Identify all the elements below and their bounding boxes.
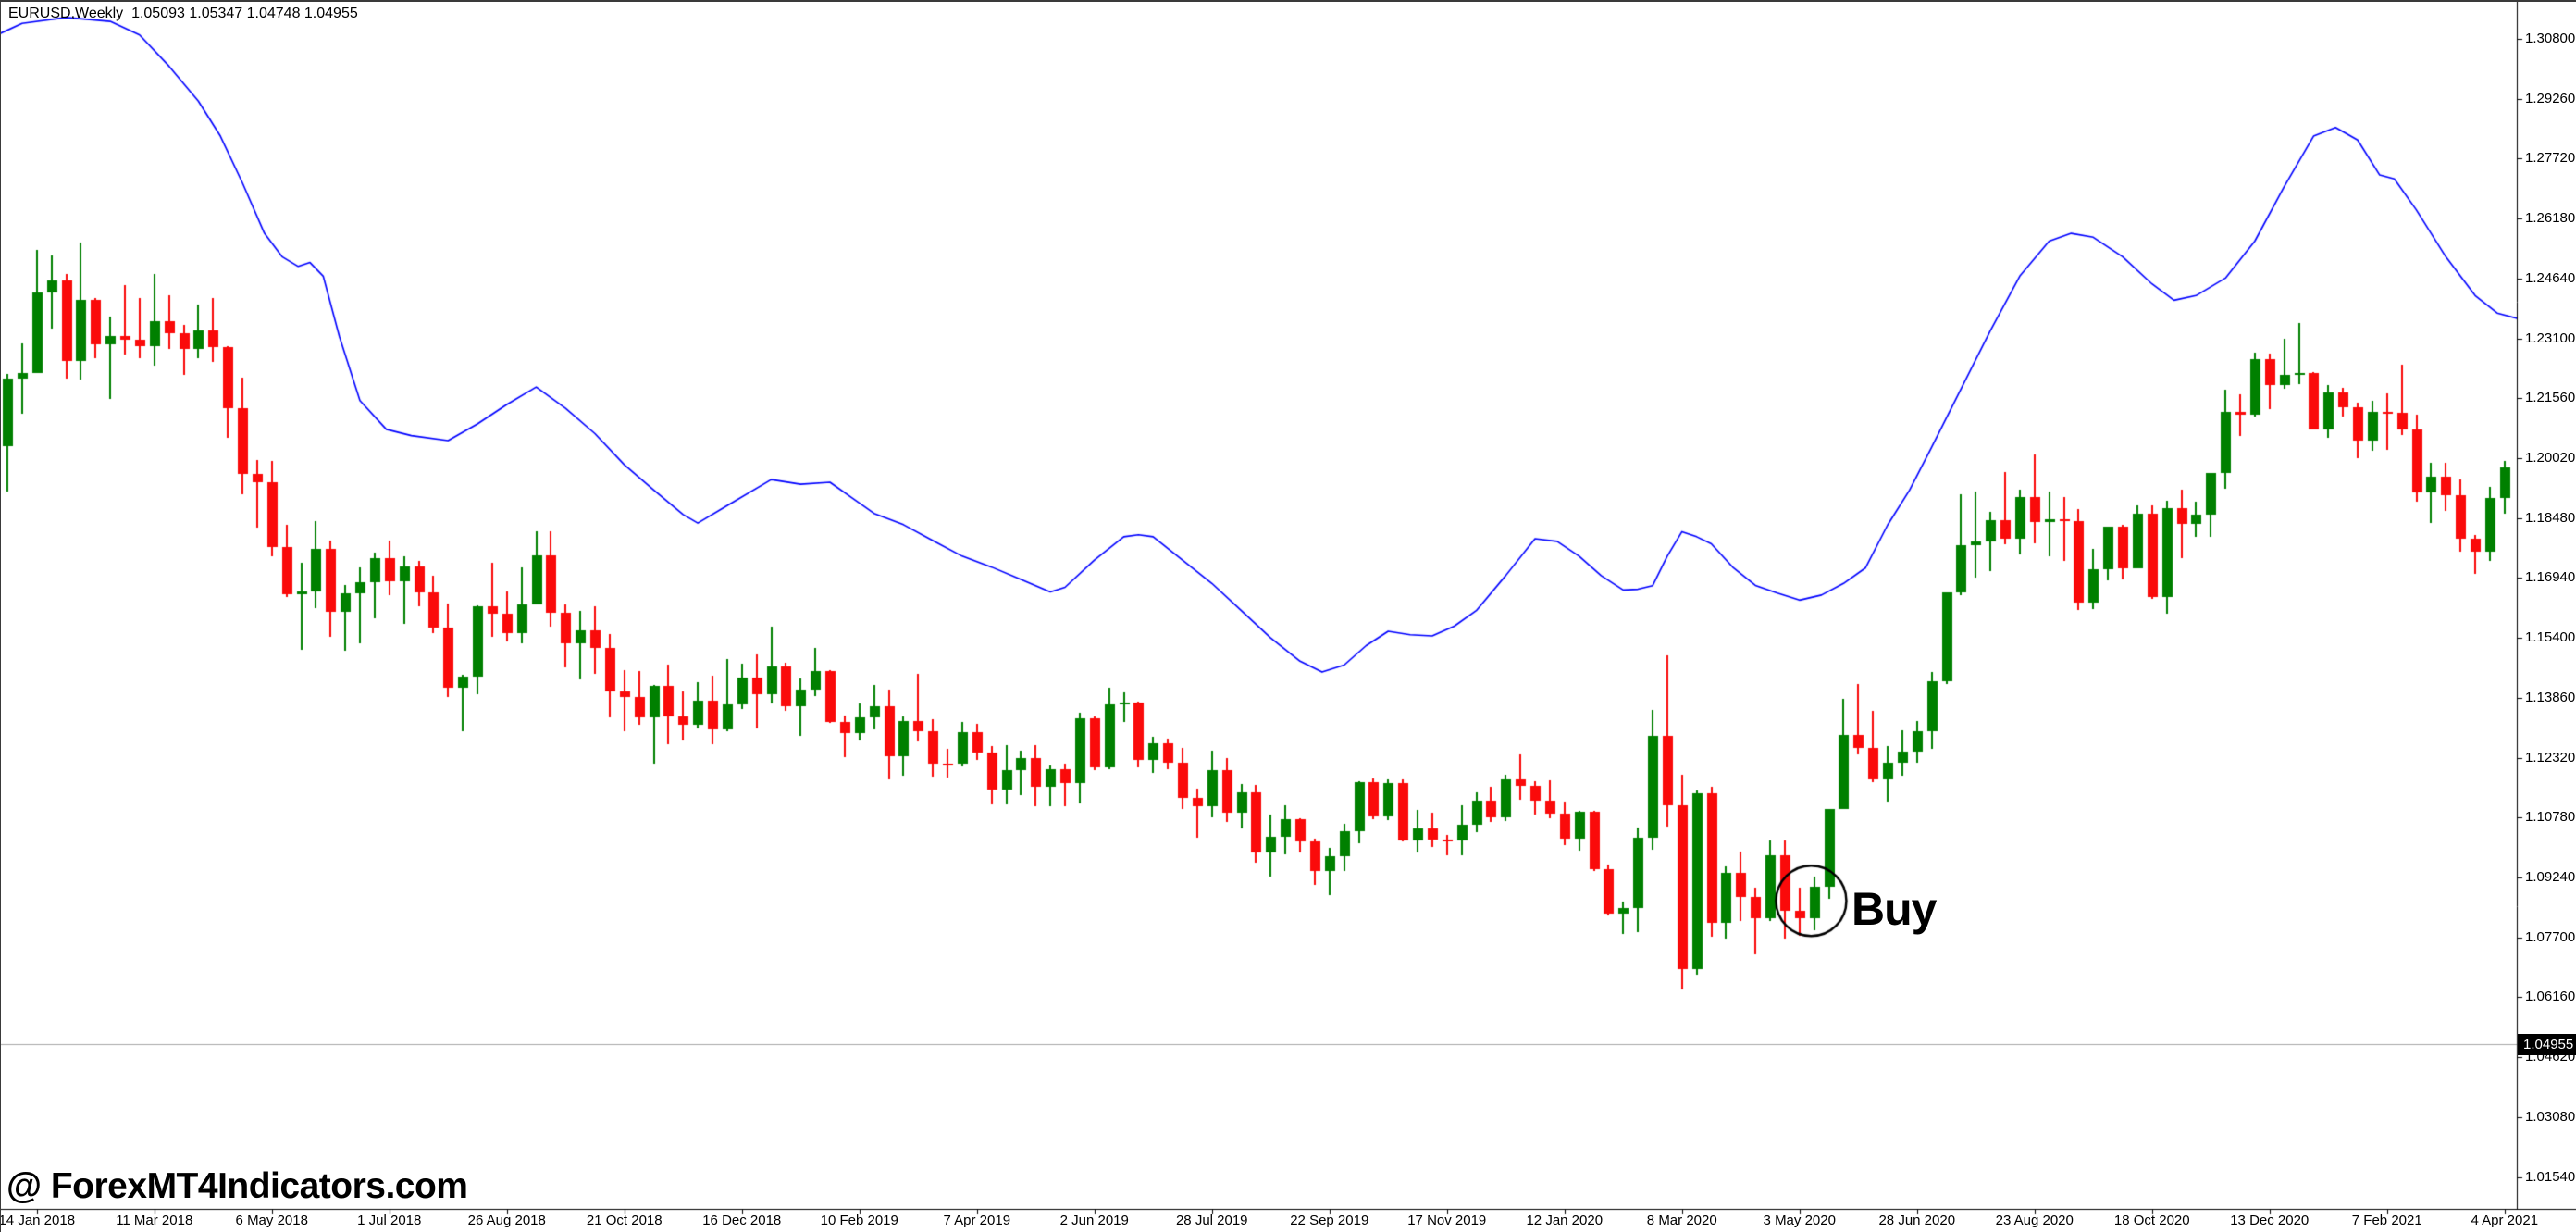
price-axis-label: 1.07700 <box>2525 928 2576 945</box>
price-axis-label: 1.26180 <box>2525 210 2576 227</box>
price-axis-label: 1.10780 <box>2525 809 2576 826</box>
price-axis-label: 1.18480 <box>2525 509 2576 526</box>
price-axis-label: 1.21560 <box>2525 390 2576 406</box>
time-axis-label: 28 Jun 2020 <box>1878 1213 1956 1228</box>
price-axis-label: 1.01540 <box>2525 1168 2576 1185</box>
time-axis-label: 6 May 2018 <box>235 1213 308 1228</box>
price-axis-label: 1.29260 <box>2525 90 2576 106</box>
price-axis-label: 1.09240 <box>2525 868 2576 885</box>
time-axis-label: 28 Jul 2019 <box>1175 1213 1248 1228</box>
symbol-title: EURUSD,Weekly 1.05093 1.05347 1.04748 1.… <box>8 6 358 21</box>
buy-annotation-label: Buy <box>1852 883 1937 935</box>
price-axis-label: 1.13860 <box>2525 689 2576 705</box>
time-axis-label: 13 Dec 2020 <box>2230 1213 2310 1228</box>
price-axis-label: 1.03080 <box>2525 1108 2576 1125</box>
price-axis-label: 1.15400 <box>2525 629 2576 646</box>
price-axis-label: 1.30800 <box>2525 31 2576 46</box>
time-axis-label: 10 Feb 2019 <box>820 1213 898 1228</box>
time-axis-label: 12 Jan 2020 <box>1526 1213 1604 1228</box>
watermark-text: @ ForexMT4Indicators.com <box>6 1166 468 1206</box>
time-axis-label: 11 Mar 2018 <box>116 1213 193 1228</box>
price-axis-label: 1.23100 <box>2525 330 2576 346</box>
time-axis-label: 1 Jul 2018 <box>357 1213 422 1228</box>
time-axis-label: 23 Aug 2020 <box>1995 1213 2074 1228</box>
current-price-box: 1.04955 <box>2518 1034 2576 1055</box>
price-axis-label: 1.27720 <box>2525 150 2576 167</box>
time-axis-label: 3 May 2020 <box>1763 1213 1836 1228</box>
time-axis-label: 4 Apr 2021 <box>2471 1213 2539 1228</box>
price-axis-label: 1.06160 <box>2525 989 2576 1005</box>
time-axis-label: 7 Apr 2019 <box>943 1213 1011 1228</box>
price-axis-label: 1.20020 <box>2525 449 2576 466</box>
time-axis-label: 17 Nov 2019 <box>1407 1213 1487 1228</box>
price-axis-label: 1.12320 <box>2525 749 2576 765</box>
time-axis-label: 26 Aug 2018 <box>467 1213 546 1228</box>
time-axis-label: 16 Dec 2018 <box>702 1213 782 1228</box>
time-axis-label: 2 Jun 2019 <box>1059 1213 1129 1228</box>
time-axis-label: 14 Jan 2018 <box>0 1213 76 1228</box>
price-axis-label: 1.24640 <box>2525 269 2576 286</box>
time-axis-label: 21 Oct 2018 <box>586 1213 663 1228</box>
price-axis-label: 1.16940 <box>2525 569 2576 586</box>
time-axis-label: 18 Oct 2020 <box>2113 1213 2190 1228</box>
time-axis-label: 7 Feb 2021 <box>2351 1213 2422 1228</box>
time-axis-label: 22 Sep 2019 <box>1290 1213 1369 1228</box>
time-axis-label: 8 Mar 2020 <box>1646 1213 1717 1228</box>
